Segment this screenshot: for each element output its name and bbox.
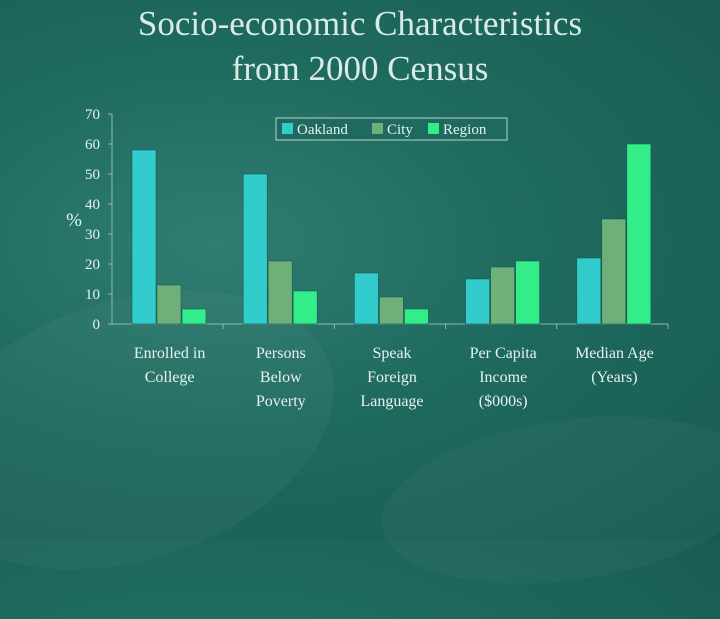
legend-swatch-city <box>372 123 383 134</box>
y-tick-label: 20 <box>85 257 100 273</box>
legend-label-oakland: Oakland <box>297 122 348 138</box>
x-tick-label: Persons <box>256 345 306 362</box>
x-tick-label: Per Capita <box>470 345 537 362</box>
bar-oakland <box>242 173 268 325</box>
y-tick-label: 30 <box>85 227 100 243</box>
chart-bars <box>131 143 652 325</box>
y-axis-label: % <box>66 210 82 231</box>
x-tick-label: Foreign <box>367 369 417 386</box>
legend-swatch-region <box>428 123 439 134</box>
legend-swatch-oakland <box>282 123 293 134</box>
chart-legend: Oakland City Region <box>275 117 508 141</box>
x-tick-label: Language <box>360 393 423 410</box>
y-tick-label: 0 <box>93 317 101 333</box>
y-tick-label: 50 <box>85 167 100 183</box>
legend-label-region: Region <box>443 122 487 138</box>
y-tick-label: 10 <box>85 287 100 303</box>
x-tick-label: Median Age <box>575 345 654 362</box>
y-tick-label: 70 <box>85 107 100 123</box>
x-tick-label: Enrolled in <box>134 345 206 362</box>
bar-city <box>156 284 182 325</box>
slide-title-line-1: Socio-economic Characteristics <box>137 4 583 43</box>
bar-city <box>601 218 627 325</box>
x-axis-labels: Enrolled in College Persons Below Poverty Spe… <box>134 345 654 410</box>
x-tick-label: College <box>145 369 195 386</box>
x-tick-label: Below <box>260 369 302 386</box>
x-tick-label: Speak <box>372 345 411 362</box>
x-tick-label: Income <box>479 369 527 386</box>
bar-city <box>490 266 515 325</box>
y-tick-label: 40 <box>85 197 100 213</box>
chart-axes: 0 10 20 30 40 50 60 70% <box>66 107 669 333</box>
x-tick-label: ($000s) <box>479 393 528 410</box>
legend-box <box>275 117 508 141</box>
slide-title-line-2: from 2000 Census <box>231 49 489 88</box>
bar-region <box>404 308 429 325</box>
bar-oakland <box>131 149 157 325</box>
bar-region <box>515 260 540 325</box>
bar-chart: 0 10 20 30 40 50 60 70% Enrolled in College Perso… <box>66 107 669 410</box>
bar-region <box>181 308 207 325</box>
x-tick-label: Poverty <box>256 393 306 410</box>
bar-region <box>626 143 652 325</box>
bar-oakland <box>465 278 490 325</box>
bar-city <box>379 296 404 325</box>
legend-label-city: City <box>387 122 413 138</box>
bar-oakland <box>576 257 602 325</box>
y-tick-label: 60 <box>85 137 100 153</box>
bar-city <box>267 260 293 325</box>
bar-region <box>292 290 318 325</box>
bar-oakland <box>354 272 379 325</box>
x-tick-label: (Years) <box>591 369 637 386</box>
